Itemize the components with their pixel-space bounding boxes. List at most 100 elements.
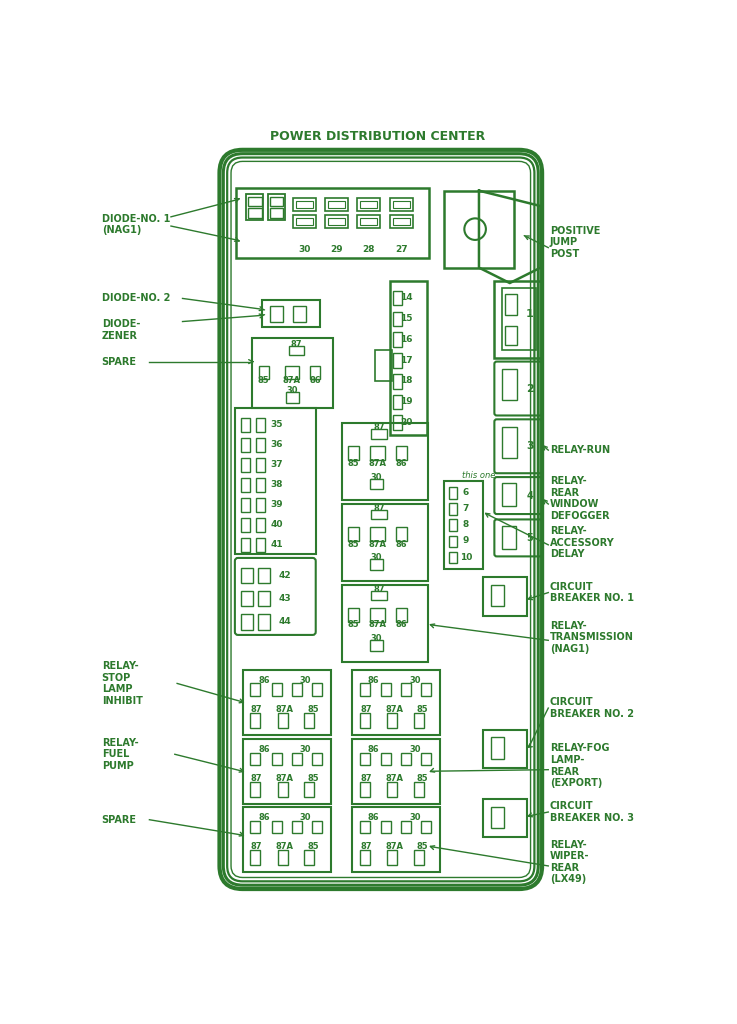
Bar: [491, 807, 504, 828]
Text: RELAY-
ACCESSORY
DELAY: RELAY- ACCESSORY DELAY: [550, 526, 615, 559]
Bar: [241, 591, 254, 606]
Bar: [360, 782, 370, 798]
Bar: [401, 683, 411, 695]
Bar: [251, 683, 260, 695]
Bar: [502, 483, 516, 506]
Bar: [241, 518, 251, 531]
Text: 87A: 87A: [368, 540, 386, 549]
Bar: [246, 194, 263, 220]
Text: 85: 85: [417, 706, 429, 714]
Bar: [371, 510, 387, 519]
Bar: [312, 820, 322, 833]
Text: 35: 35: [270, 420, 283, 429]
Bar: [413, 782, 424, 798]
Bar: [491, 737, 504, 759]
Text: 2: 2: [526, 384, 534, 393]
Text: 87: 87: [251, 774, 262, 783]
Text: 86: 86: [259, 676, 270, 685]
Text: POSITIVE
JUMP
POST: POSITIVE JUMP POST: [550, 225, 600, 259]
Text: 86: 86: [259, 813, 270, 822]
Bar: [310, 367, 321, 379]
Text: 43: 43: [279, 594, 291, 603]
Text: 87: 87: [360, 842, 371, 851]
Bar: [390, 199, 413, 211]
Bar: [357, 199, 380, 211]
Bar: [352, 807, 441, 872]
Text: CIRCUIT
BREAKER NO. 2: CIRCUIT BREAKER NO. 2: [550, 697, 634, 719]
Bar: [312, 683, 322, 695]
Bar: [259, 367, 269, 379]
Bar: [394, 374, 402, 388]
Bar: [360, 683, 370, 695]
Text: 3: 3: [526, 441, 534, 452]
Text: 37: 37: [270, 460, 283, 469]
Bar: [491, 585, 504, 606]
Bar: [360, 201, 377, 208]
Bar: [413, 850, 424, 865]
Bar: [342, 504, 428, 581]
Bar: [256, 458, 265, 472]
Bar: [242, 807, 331, 872]
Text: 28: 28: [363, 245, 375, 254]
Text: RELAY-
TRANSMISSION
(NAG1): RELAY- TRANSMISSION (NAG1): [550, 621, 634, 654]
Text: RELAY-
FUEL
PUMP: RELAY- FUEL PUMP: [102, 737, 139, 771]
Bar: [352, 670, 441, 735]
Bar: [360, 850, 370, 865]
Text: 87A: 87A: [276, 774, 294, 783]
Text: CIRCUIT
BREAKER NO. 1: CIRCUIT BREAKER NO. 1: [550, 582, 634, 603]
Text: 14: 14: [400, 293, 413, 302]
Bar: [360, 753, 370, 765]
Text: 86: 86: [395, 621, 407, 630]
Text: 17: 17: [400, 355, 413, 365]
Bar: [292, 820, 302, 833]
Bar: [348, 608, 359, 622]
Bar: [483, 578, 528, 615]
Bar: [394, 394, 402, 410]
Bar: [328, 201, 345, 208]
Bar: [258, 568, 270, 584]
Text: 87A: 87A: [276, 706, 294, 714]
Bar: [502, 370, 517, 400]
Bar: [262, 300, 320, 327]
Bar: [293, 199, 315, 211]
Bar: [251, 713, 260, 728]
Bar: [370, 527, 385, 541]
Bar: [304, 782, 314, 798]
Text: 19: 19: [400, 397, 413, 407]
Bar: [444, 190, 514, 267]
Bar: [248, 208, 262, 217]
Bar: [393, 217, 410, 225]
Bar: [449, 536, 458, 547]
Bar: [381, 753, 391, 765]
Bar: [388, 782, 397, 798]
Bar: [278, 782, 288, 798]
Bar: [272, 683, 282, 695]
Bar: [449, 503, 458, 515]
Text: 85: 85: [348, 540, 359, 549]
Bar: [252, 339, 332, 408]
Bar: [505, 327, 517, 345]
Text: 85: 85: [348, 621, 359, 630]
Bar: [241, 418, 251, 432]
Bar: [325, 199, 348, 211]
Text: 30: 30: [371, 473, 383, 481]
Text: 87: 87: [251, 842, 262, 851]
Bar: [449, 487, 458, 499]
Text: 41: 41: [270, 541, 283, 549]
Text: 6: 6: [463, 488, 469, 497]
Bar: [393, 201, 410, 208]
Text: 87: 87: [360, 774, 371, 783]
Bar: [394, 291, 402, 305]
Text: 87: 87: [290, 340, 302, 349]
Text: DIODE-NO. 2: DIODE-NO. 2: [102, 294, 170, 303]
Bar: [396, 608, 407, 622]
Bar: [258, 591, 270, 606]
Text: 1: 1: [526, 309, 534, 318]
Bar: [285, 367, 298, 379]
Bar: [241, 458, 251, 472]
Bar: [241, 498, 251, 512]
Text: 20: 20: [400, 418, 413, 427]
Text: 40: 40: [270, 520, 283, 529]
Bar: [242, 670, 331, 735]
Bar: [348, 527, 359, 541]
